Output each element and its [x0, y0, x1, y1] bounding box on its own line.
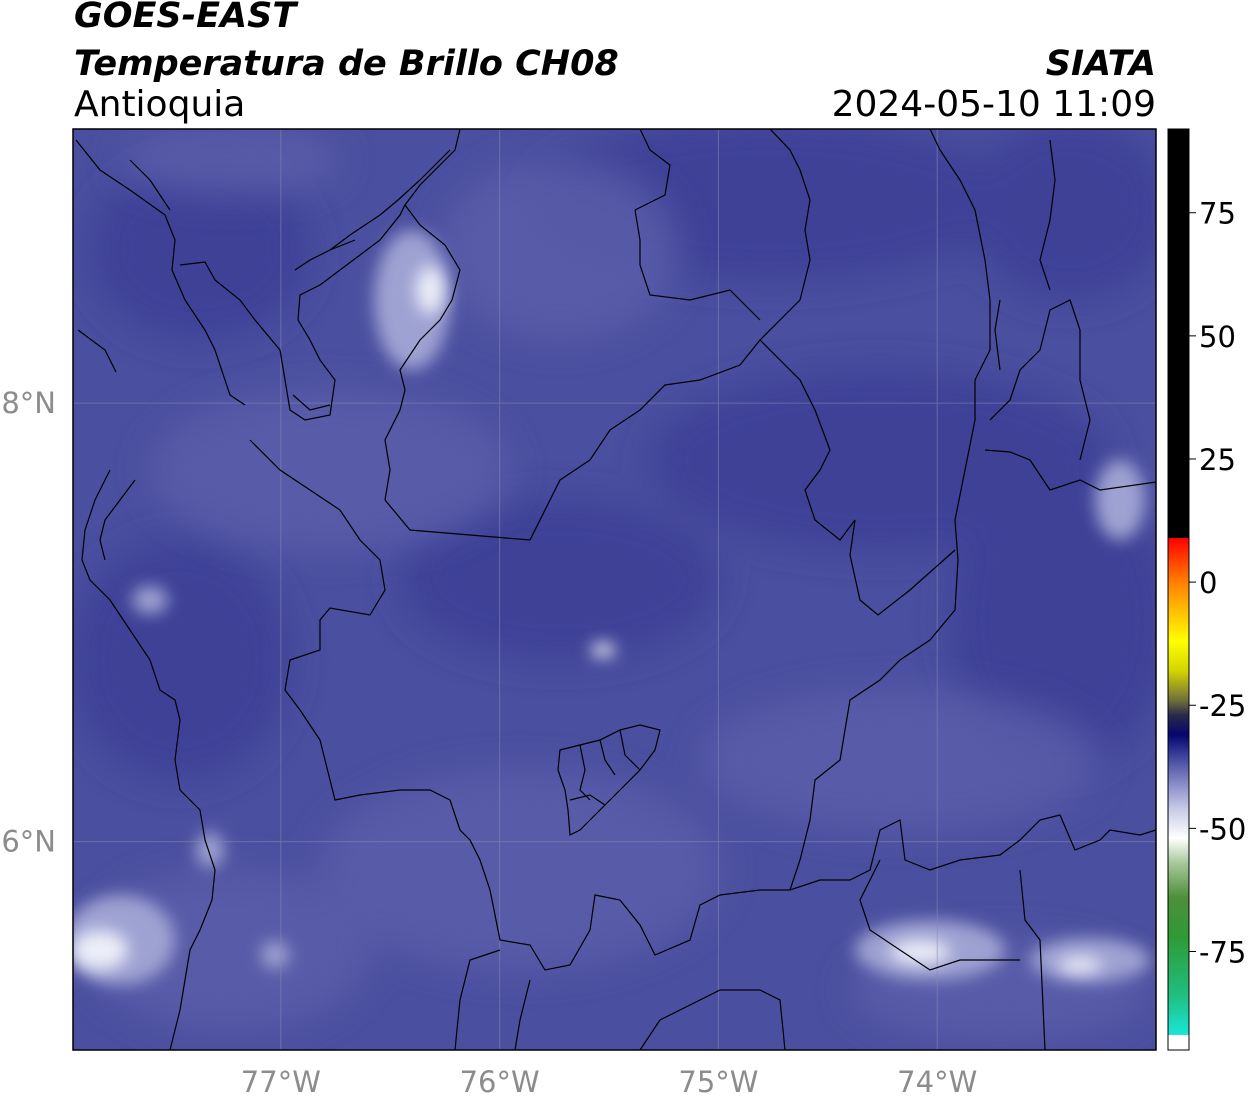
colorbar-tick-label: -75 [1199, 935, 1246, 969]
colorbar-tick-label: 50 [1199, 320, 1236, 354]
region-label: Antioquia [74, 84, 246, 125]
product-title: Temperatura de Brillo CH08 [74, 44, 619, 84]
colorbar-tick-label: 75 [1199, 197, 1236, 231]
longitude-tick-label: 75°W [678, 1065, 758, 1099]
satellite-title: GOES-EAST [74, 0, 297, 36]
longitude-tick-label: 76°W [460, 1065, 540, 1099]
map-frame [72, 128, 1157, 1051]
longitude-tick-label: 74°W [897, 1065, 977, 1099]
longitude-tick-label: 77°W [241, 1065, 321, 1099]
colorbar-tick-label: 25 [1199, 443, 1236, 477]
latitude-tick-labels: 8°N 6°N [1, 386, 56, 859]
colorbar: 75 50 25 0 -25 -50 -75 [1167, 128, 1246, 1051]
timestamp-label: 2024-05-10 11:09 [831, 84, 1156, 125]
colorbar-frame [1167, 128, 1190, 1051]
colorbar-tick-label: 0 [1199, 566, 1217, 600]
colorbar-tick-label: -25 [1199, 689, 1246, 723]
brightness-temperature-field [73, 129, 1156, 1050]
colorbar-tick-label: -50 [1199, 812, 1246, 846]
latitude-tick-label: 8°N [1, 386, 56, 420]
latitude-tick-label: 6°N [1, 825, 56, 859]
colorbar-ticks: 75 50 25 0 -25 -50 -75 [1189, 197, 1246, 969]
longitude-tick-labels: 77°W 76°W 75°W 74°W [241, 1065, 977, 1099]
political-boundaries [75, 129, 1156, 1050]
organization-label: SIATA [1045, 44, 1156, 84]
colorbar-gradient [1168, 129, 1189, 1050]
